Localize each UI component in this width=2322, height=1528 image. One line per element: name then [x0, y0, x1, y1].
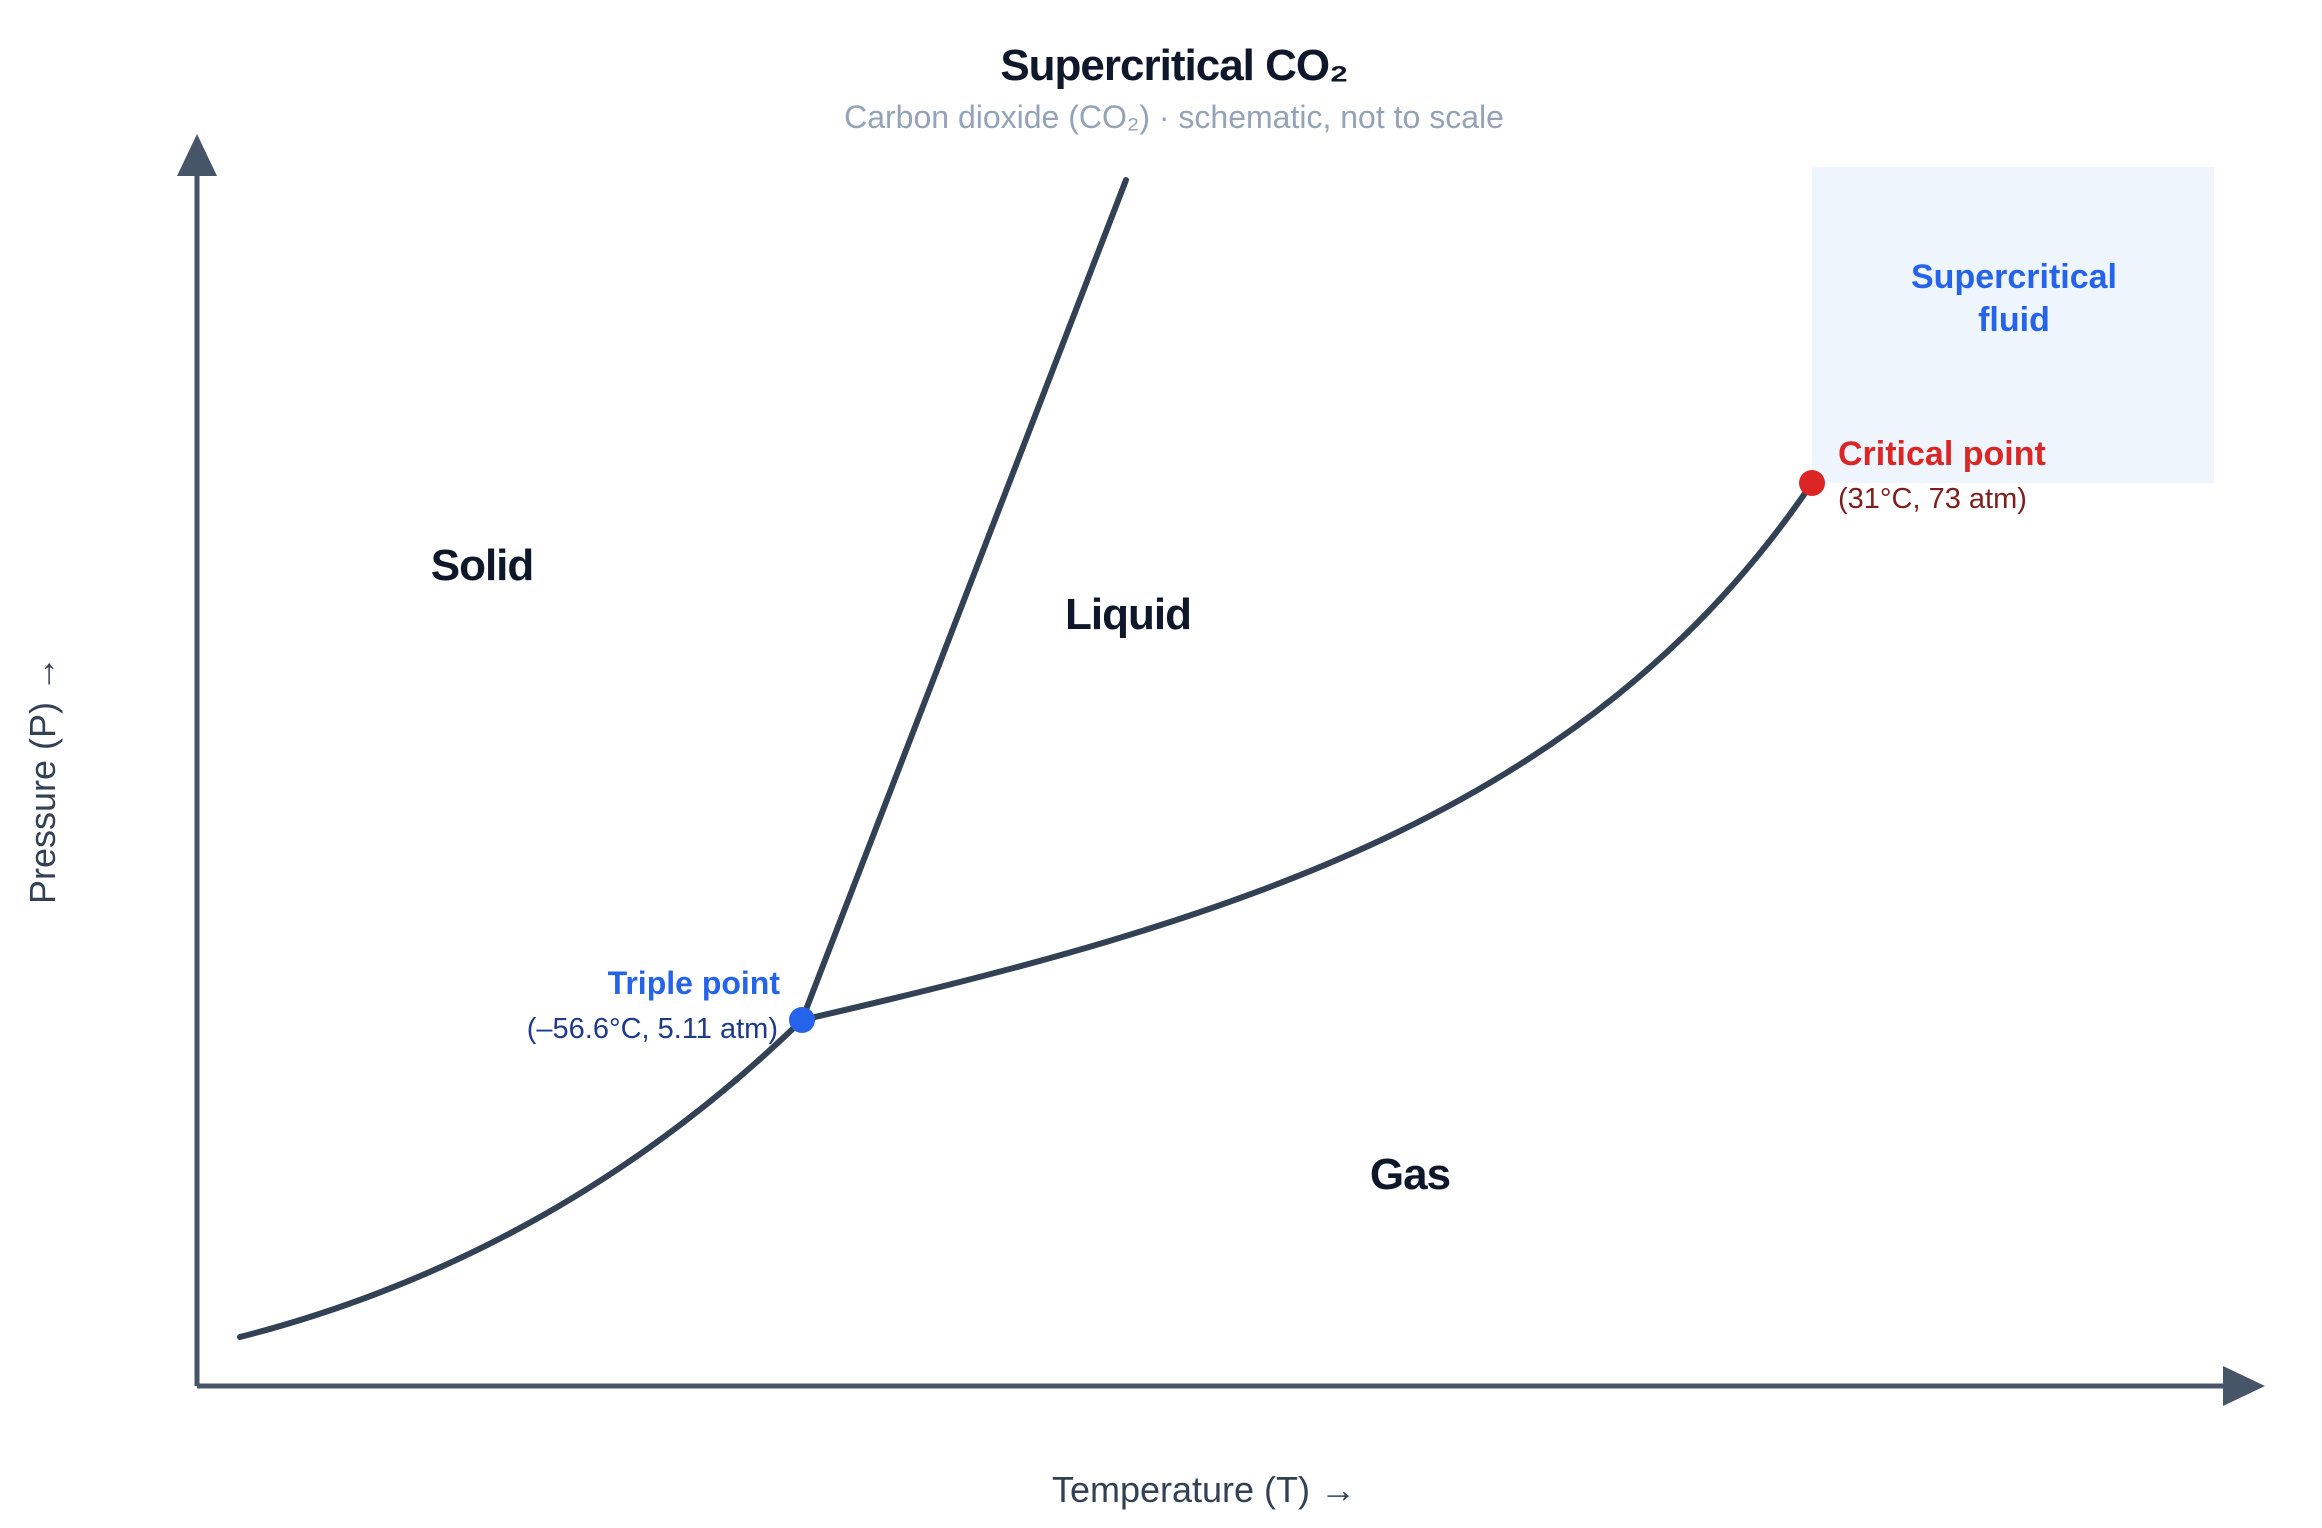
triple-point-coords: (–56.6°C, 5.11 atm) [527, 1013, 778, 1045]
region-label-gas: Gas [1370, 1150, 1450, 1199]
y-axis-label: Pressure (P) → [22, 656, 63, 904]
region-label-solid: Solid [431, 541, 534, 590]
y-axis-arrowhead [177, 134, 217, 176]
x-axis-label: Temperature (T) → [1052, 1469, 1356, 1510]
sublimation-curve [237, 1017, 805, 1340]
triple-point-label: Triple point [608, 965, 781, 1001]
diagram-subtitle: Carbon dioxide (CO₂) · schematic, not to… [844, 99, 1504, 135]
region-label-supercritical-fluid: fluid [1978, 301, 2050, 339]
melting-curve [799, 177, 1129, 1023]
diagram-title: Supercritical CO₂ [1000, 41, 1347, 90]
x-axis-arrowhead [2223, 1366, 2265, 1406]
triple-point-marker [789, 1007, 815, 1033]
region-label-liquid: Liquid [1065, 590, 1191, 639]
region-label-supercritical: Supercritical [1911, 258, 2117, 296]
vaporization-curve [799, 480, 1815, 1023]
critical-point-coords: (31°C, 73 atm) [1838, 483, 2027, 515]
critical-point-label: Critical point [1838, 435, 2046, 473]
supercritical-region [1812, 167, 2214, 483]
critical-point-marker [1799, 470, 1825, 496]
